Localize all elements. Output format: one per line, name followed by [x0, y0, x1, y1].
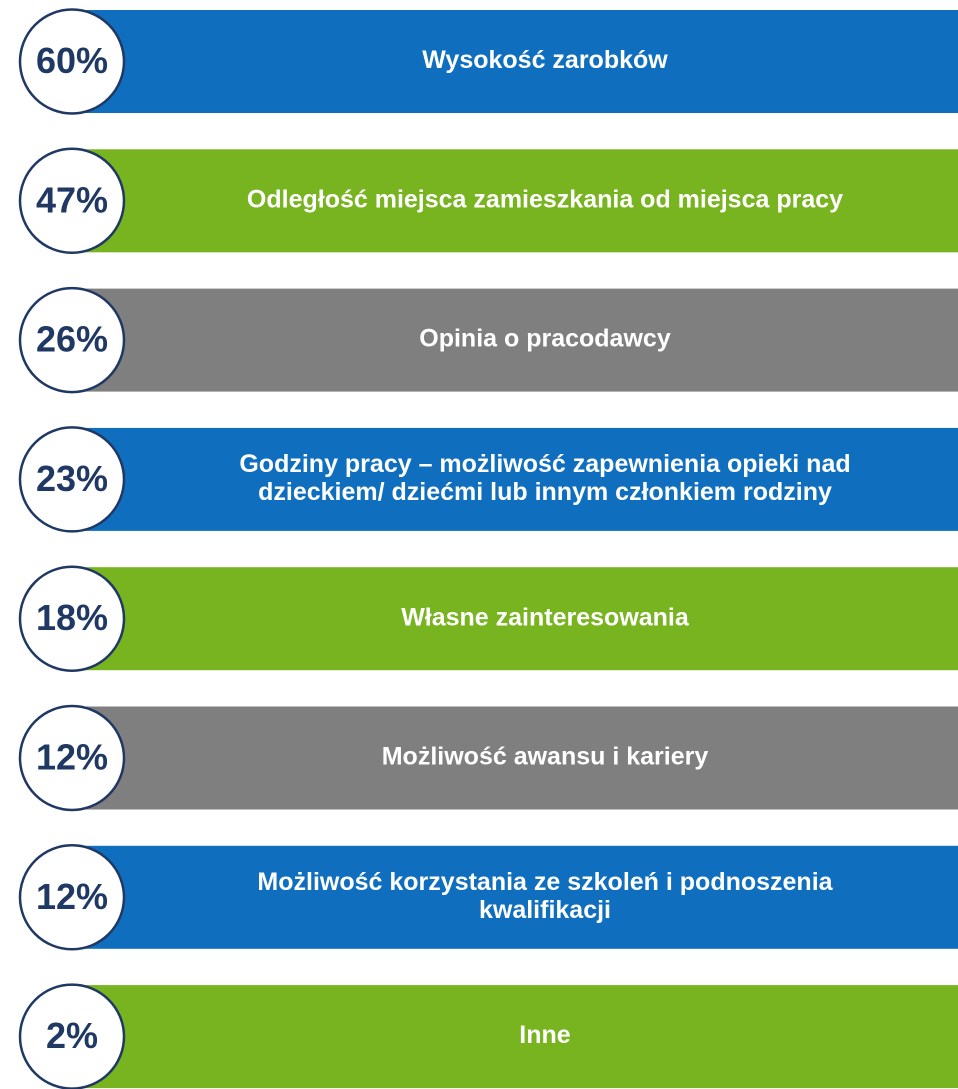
- label: Wysokość zarobków: [422, 46, 668, 74]
- label: Możliwość korzystania ze szkoleń i podno…: [257, 868, 833, 896]
- percent-circle: [18, 286, 126, 394]
- bar: [72, 985, 958, 1089]
- label: dzieckiem/ dziećmi lub innym członkiem r…: [258, 478, 832, 506]
- label: kwalifikacji: [479, 896, 611, 924]
- percent-circle: [18, 844, 126, 951]
- percent: 12%: [36, 876, 108, 917]
- label: Opinia o pracodawcy: [419, 325, 671, 353]
- label: Możliwość awansu i kariery: [382, 743, 709, 771]
- percent: 47%: [36, 179, 108, 220]
- label: Inne: [519, 1021, 570, 1049]
- percent: 12%: [36, 737, 108, 778]
- percent: 2%: [46, 1015, 98, 1056]
- percent: 60%: [36, 40, 108, 81]
- label: Odległość miejsca zamieszkania od miejsc…: [247, 185, 843, 213]
- percent-circle: [18, 147, 126, 255]
- label: Własne zainteresowania: [401, 603, 690, 631]
- bar: [72, 845, 958, 949]
- bar: [72, 149, 958, 253]
- percent-circle: [18, 426, 126, 533]
- percent-circle: [18, 565, 126, 672]
- bar: [72, 567, 958, 671]
- percent-circle: [18, 8, 126, 115]
- bar: [72, 427, 958, 531]
- percent: 26%: [36, 319, 108, 360]
- bar: [72, 10, 958, 113]
- percent: 18%: [36, 597, 108, 638]
- bar: [72, 288, 958, 392]
- bar: [72, 706, 958, 810]
- percent-circle: [18, 704, 126, 812]
- percent: 23%: [36, 458, 108, 499]
- label: Godziny pracy – możliwość zapewnienia op…: [239, 450, 850, 478]
